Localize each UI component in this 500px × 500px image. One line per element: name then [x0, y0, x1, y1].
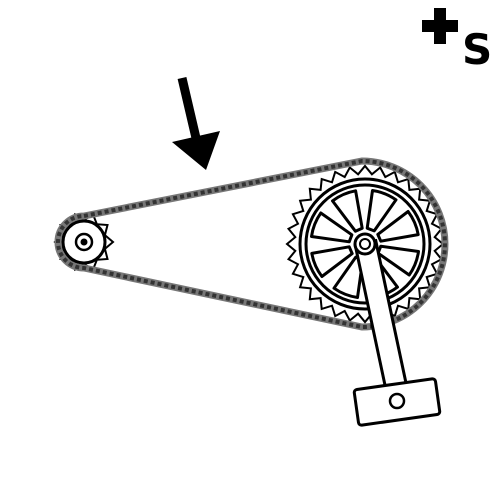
sprocket-axle: [80, 238, 88, 246]
arrow-head: [172, 131, 220, 170]
chainring-window: [310, 211, 354, 244]
pedal-axle: [388, 392, 406, 410]
crank-bolt: [359, 238, 371, 250]
chainring-window: [376, 244, 420, 277]
chainring-window: [376, 210, 420, 243]
plus-icon: [422, 8, 458, 44]
chainring-window: [365, 189, 398, 233]
chainring-window: [332, 255, 365, 299]
arrow-shaft: [177, 76, 201, 140]
corner-label: S: [462, 25, 492, 74]
chainring-window: [310, 245, 354, 278]
chain-links: [56, 158, 447, 330]
gears: [53, 157, 449, 427]
chainring-window: [331, 189, 364, 233]
